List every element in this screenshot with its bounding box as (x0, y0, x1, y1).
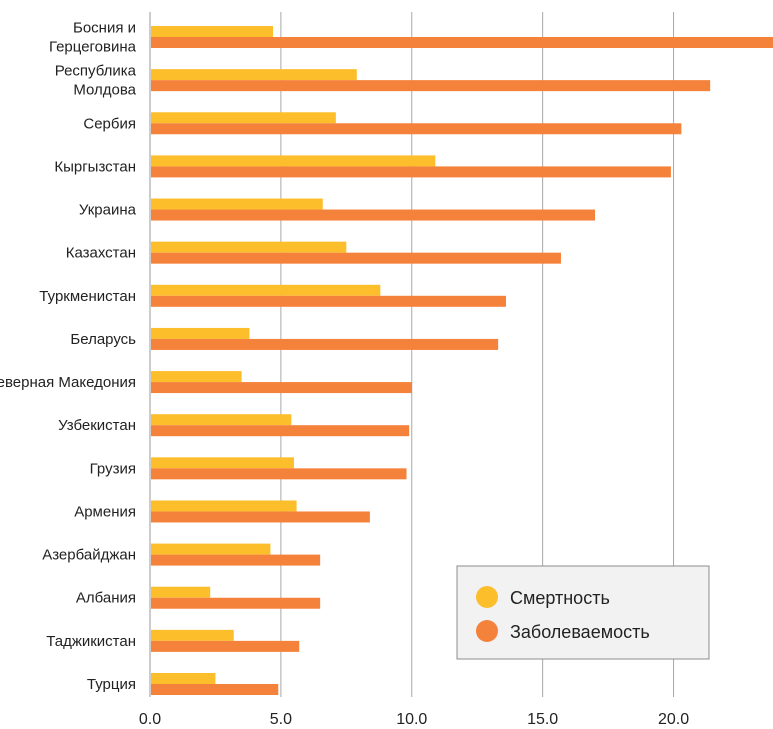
category-label: Беларусь (70, 331, 136, 348)
bar-incidence (151, 37, 773, 48)
category-label: Кыргызстан (54, 158, 136, 175)
bar-incidence (151, 468, 407, 480)
legend-label-заболеваемость: Заболеваемость (510, 622, 650, 642)
x-tick-label: 10.0 (396, 711, 427, 728)
category-labels: Босния и Герцеговина Республика Молдова Серб… (0, 20, 137, 694)
bar-mortality (151, 500, 297, 512)
category-label: Таджикистан (46, 633, 136, 650)
bar-mortality (151, 69, 357, 81)
category-label: Грузия (90, 460, 136, 477)
bar-mortality (151, 543, 271, 555)
category-label: Казахстан (66, 245, 136, 262)
bar-mortality (151, 457, 294, 469)
bar-incidence (151, 640, 300, 652)
category-label: Республика (55, 63, 137, 80)
category-label: Албания (76, 590, 136, 607)
bar-mortality (151, 26, 274, 37)
bar-mortality (151, 414, 292, 426)
bar-incidence (151, 554, 321, 566)
x-tick-label: 0.0 (139, 711, 161, 728)
bar-mortality (151, 371, 242, 383)
bar-incidence (151, 382, 412, 394)
category-label: Украина (79, 202, 137, 219)
bar-incidence (151, 511, 370, 523)
bar-incidence (151, 425, 410, 437)
category-label: Узбекистан (58, 417, 136, 434)
bar-incidence (151, 338, 499, 350)
legend-box (456, 565, 710, 660)
x-tick-label: 20.0 (658, 711, 689, 728)
bar-incidence (151, 295, 506, 307)
bar-mortality (151, 198, 323, 210)
bar-incidence (151, 684, 279, 695)
legend-swatch-смертность (476, 586, 498, 608)
category-label: Северная Македония (0, 374, 136, 391)
bar-incidence (151, 80, 711, 92)
category-label: Азербайджан (42, 547, 136, 564)
x-tick-labels: 0.0 5.0 10.0 15.0 20.0 (139, 711, 689, 728)
legend: Смертность Заболеваемость (456, 565, 710, 660)
bar-mortality (151, 112, 336, 124)
category-label: Турция (87, 676, 136, 693)
x-tick-label: 5.0 (270, 711, 292, 728)
bar-mortality (151, 155, 436, 167)
bar-incidence (151, 123, 682, 135)
bars (151, 26, 773, 695)
bar-incidence (151, 252, 561, 264)
bar-mortality (151, 241, 347, 253)
bar-mortality (151, 284, 381, 296)
legend-label-смертность: Смертность (510, 588, 610, 608)
category-label: Герцеговина (49, 39, 137, 56)
bar-mortality (151, 586, 211, 598)
category-label: Молдова (73, 82, 136, 99)
category-label: Босния и (73, 20, 136, 37)
x-tick-label: 15.0 (527, 711, 558, 728)
bar-mortality (151, 673, 216, 684)
bar-incidence (151, 209, 595, 221)
bar-incidence (151, 597, 321, 609)
category-label: Армения (74, 503, 136, 520)
legend-swatch-заболеваемость (476, 620, 498, 642)
bar-incidence (151, 166, 671, 178)
bar-mortality (151, 327, 250, 339)
bar-mortality (151, 629, 234, 641)
category-label: Туркменистан (39, 288, 136, 305)
category-label: Сербия (83, 115, 136, 132)
